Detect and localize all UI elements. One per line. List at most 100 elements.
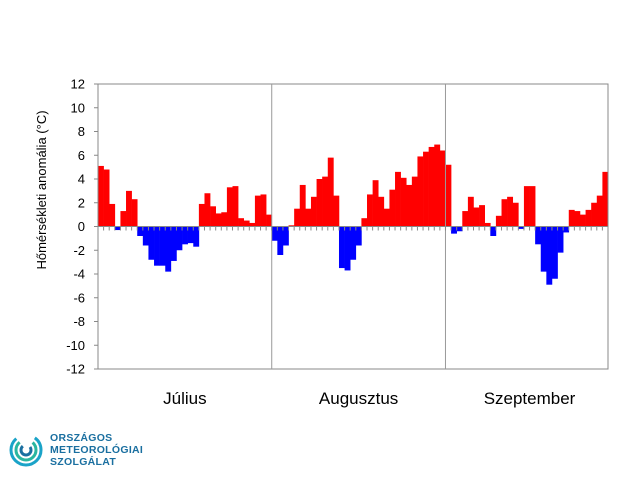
y-tick-label: -4 [73, 267, 85, 282]
bar [243, 220, 250, 227]
month-label: Szeptember [484, 389, 576, 408]
bar [523, 186, 530, 227]
bar [210, 206, 216, 227]
bar [249, 222, 256, 227]
bar [445, 164, 452, 227]
bar [131, 199, 138, 227]
bar [271, 226, 278, 241]
bar [518, 226, 525, 229]
y-tick-label: -2 [73, 243, 85, 258]
bar [451, 226, 457, 234]
bar [490, 226, 497, 236]
bar [198, 203, 205, 227]
bar [170, 226, 177, 261]
y-tick-label: 0 [78, 219, 85, 234]
logo-line-2: METEOROLÓGIAI [50, 444, 144, 456]
bar [551, 226, 558, 279]
month-label: Augusztus [319, 389, 398, 408]
y-tick-label: -10 [66, 338, 85, 353]
bar [350, 226, 357, 260]
bar [187, 226, 194, 244]
bar [372, 180, 379, 227]
bar [344, 226, 351, 271]
logo-line-1: ORSZÁGOS [50, 432, 113, 444]
bar [579, 214, 586, 227]
bar [109, 203, 116, 227]
bar [434, 144, 441, 227]
bar [591, 202, 598, 227]
month-label: Július [163, 389, 206, 408]
bar [204, 193, 211, 227]
bar [215, 213, 222, 227]
bar [400, 177, 407, 227]
bar [338, 226, 345, 269]
y-tick-label: -8 [73, 314, 85, 329]
axes-group: 12 10 8 6 4 2 0 -2 -4 -6 -8 -10 -12 Július Augusztus Sz… [66, 77, 609, 408]
bar [232, 186, 239, 227]
y-tick-label: 8 [78, 124, 85, 139]
omsz-logo-icon [9, 433, 43, 467]
omsz-logo: ORSZÁGOS METEOROLÓGIAI SZOLGÁLAT [8, 426, 208, 476]
bar [238, 218, 245, 227]
logo-line-3: SZOLGÁLAT [50, 456, 117, 468]
bar [501, 199, 508, 227]
bar [467, 196, 474, 227]
bar [378, 196, 385, 227]
bar [507, 196, 514, 227]
bar [428, 146, 435, 227]
bar [322, 176, 329, 227]
bar [126, 190, 132, 227]
bar [305, 208, 312, 227]
bar [367, 194, 373, 227]
bar [355, 226, 362, 246]
bars-group [98, 144, 609, 285]
bar [557, 226, 564, 253]
bar [142, 226, 149, 246]
omsz-logo-text: ORSZÁGOS METEOROLÓGIAI SZOLGÁLAT [50, 432, 143, 468]
bar [462, 211, 469, 227]
y-tick-label: 6 [78, 148, 85, 163]
bar [495, 215, 502, 227]
bar [439, 150, 446, 227]
bar [226, 187, 233, 227]
y-tick-label: -6 [73, 290, 85, 305]
bar [254, 195, 261, 227]
bar [316, 179, 323, 227]
bar [137, 226, 144, 236]
bar [159, 226, 166, 266]
bar [288, 225, 295, 227]
bar [221, 212, 228, 227]
bar [98, 165, 104, 227]
bar [602, 171, 609, 227]
bar [266, 214, 273, 227]
bar [103, 169, 110, 227]
bar [585, 209, 592, 227]
y-tick-label: 12 [71, 77, 85, 92]
y-tick-label: 10 [71, 100, 85, 115]
bar [456, 226, 463, 232]
bar [423, 151, 429, 227]
bar [512, 202, 519, 227]
bar [389, 189, 396, 227]
y-tick-label: 2 [78, 195, 85, 210]
bar [148, 226, 155, 260]
bar [574, 211, 581, 227]
bar [193, 226, 200, 247]
bar [535, 226, 542, 245]
y-tick-label: 4 [78, 172, 85, 187]
bar [568, 209, 575, 227]
bar [120, 211, 127, 227]
bar [596, 195, 603, 227]
bar [383, 208, 390, 227]
bar [182, 226, 188, 245]
bar [395, 171, 401, 227]
bar [277, 226, 284, 255]
bar [154, 226, 160, 266]
bar [176, 226, 183, 251]
bar [406, 184, 413, 227]
bar [411, 176, 418, 227]
bar [114, 226, 121, 231]
bar [361, 218, 368, 227]
bar [260, 194, 267, 227]
bar [294, 208, 301, 227]
